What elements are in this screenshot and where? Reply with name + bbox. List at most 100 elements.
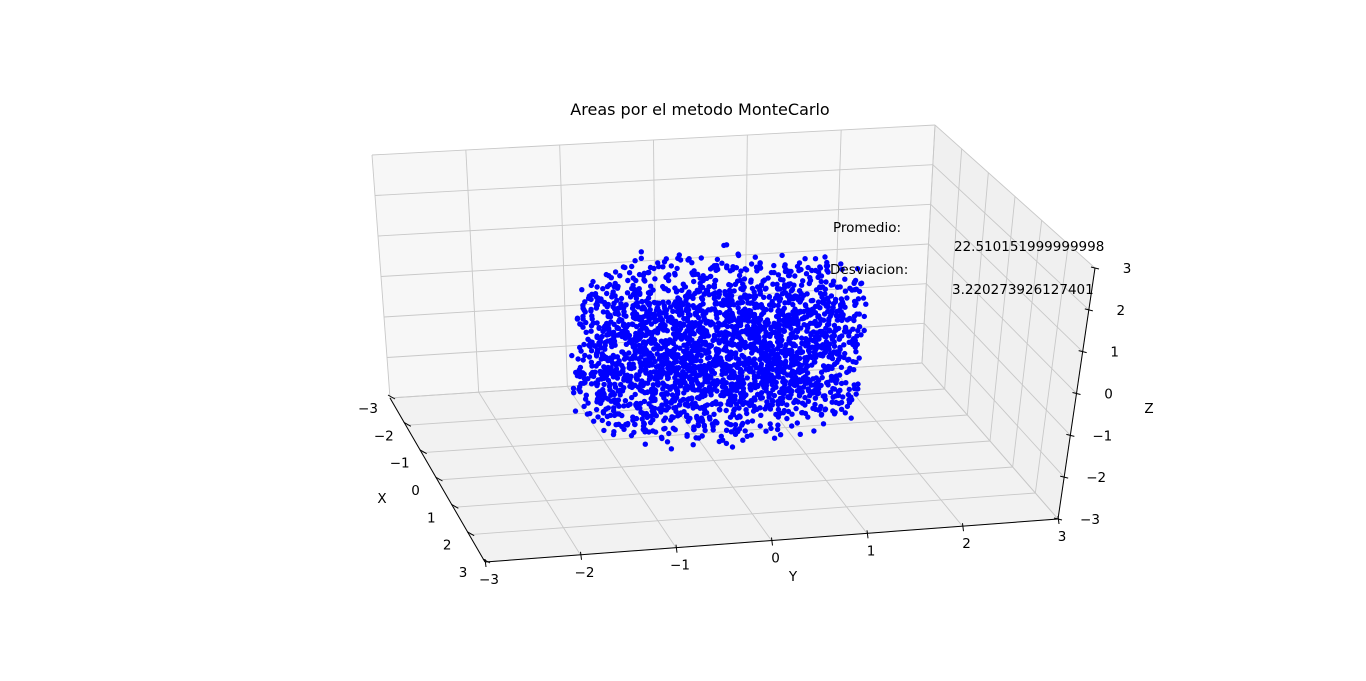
scatter-point bbox=[722, 329, 729, 335]
scatter-point bbox=[829, 374, 836, 380]
z-tick-mark bbox=[1053, 517, 1063, 521]
scatter-point bbox=[831, 361, 838, 367]
scatter-point bbox=[777, 389, 783, 395]
scatter-point bbox=[660, 380, 666, 386]
scatter-point bbox=[714, 420, 720, 426]
scatter-point bbox=[831, 386, 838, 392]
scatter-point bbox=[839, 333, 845, 339]
scatter-point bbox=[579, 287, 585, 293]
scatter-point bbox=[748, 432, 754, 438]
scatter-point bbox=[739, 340, 746, 347]
scatter-point bbox=[698, 368, 704, 375]
z-tick-mark bbox=[1090, 266, 1100, 270]
scatter-point bbox=[581, 341, 587, 348]
scatter-point bbox=[714, 347, 720, 353]
scatter-point bbox=[777, 276, 784, 283]
scatter-point bbox=[727, 287, 733, 293]
scatter-point bbox=[666, 430, 672, 437]
scatter-point bbox=[736, 356, 742, 363]
scatter-point bbox=[651, 346, 657, 352]
scatter-point bbox=[749, 418, 756, 424]
scatter-point bbox=[683, 413, 690, 420]
scatter-point bbox=[614, 297, 620, 303]
scatter-point bbox=[675, 388, 681, 395]
scatter-point bbox=[682, 385, 688, 391]
scatter-point bbox=[704, 375, 710, 381]
scatter-point bbox=[777, 432, 784, 438]
scatter-point bbox=[736, 384, 742, 390]
scatter-point bbox=[739, 299, 746, 305]
scatter-point bbox=[682, 401, 688, 407]
scatter-point bbox=[736, 330, 743, 336]
scatter-point bbox=[600, 286, 606, 292]
scatter-point bbox=[755, 382, 761, 389]
grid-line bbox=[380, 243, 929, 277]
scatter-point bbox=[804, 291, 810, 297]
scatter-point bbox=[665, 375, 671, 382]
scatter-point bbox=[719, 362, 725, 369]
scatter-point bbox=[831, 411, 838, 417]
scatter-point bbox=[663, 313, 670, 320]
scatter-point bbox=[781, 384, 787, 391]
scatter-point bbox=[745, 419, 751, 425]
scatter-point bbox=[678, 410, 684, 416]
scatter-point bbox=[819, 299, 826, 306]
scatter-point bbox=[593, 351, 600, 358]
scatter-point bbox=[830, 281, 836, 288]
scatter-point bbox=[839, 266, 845, 273]
scatter-point bbox=[799, 295, 805, 302]
scatter-point bbox=[764, 403, 770, 409]
scatter-point bbox=[665, 299, 672, 305]
scatter-point bbox=[846, 333, 852, 339]
scatter-point bbox=[799, 367, 805, 374]
scatter-point bbox=[763, 428, 769, 434]
scatter-point bbox=[837, 387, 843, 393]
scatter-point bbox=[802, 394, 808, 401]
scatter-point bbox=[804, 314, 810, 320]
scatter-point bbox=[780, 367, 787, 373]
scatter-point bbox=[697, 275, 703, 281]
scatter-point bbox=[801, 384, 807, 390]
scatter-point bbox=[632, 382, 638, 389]
scatter-point bbox=[851, 317, 857, 324]
scatter-point bbox=[794, 420, 800, 426]
scatter-point bbox=[791, 282, 797, 288]
scatter-point bbox=[621, 321, 627, 327]
scatter-point bbox=[745, 327, 752, 334]
scatter-point bbox=[709, 362, 715, 368]
scatter-point bbox=[641, 277, 647, 283]
scatter-point bbox=[747, 402, 753, 409]
scatter-point bbox=[681, 360, 688, 366]
scatter-point bbox=[731, 288, 737, 294]
scatter-point bbox=[838, 380, 845, 387]
scatter-point bbox=[598, 376, 605, 382]
scatter-point bbox=[645, 338, 652, 344]
y-tick-mark bbox=[484, 558, 487, 568]
scatter-point bbox=[668, 417, 674, 423]
scatter-point bbox=[707, 416, 713, 422]
scatter-point bbox=[654, 300, 660, 306]
scatter-point bbox=[839, 317, 845, 324]
scatter-point bbox=[768, 425, 774, 432]
scatter-point bbox=[619, 333, 625, 340]
scatter-point bbox=[594, 320, 600, 326]
scatter-point bbox=[729, 298, 735, 304]
scatter-point bbox=[610, 289, 616, 295]
scatter-point bbox=[841, 328, 848, 335]
scatter-point bbox=[646, 269, 652, 276]
scatter-point bbox=[805, 363, 811, 369]
scatter-point bbox=[794, 349, 801, 356]
scatter-point bbox=[806, 280, 812, 287]
scatter-point bbox=[786, 394, 792, 401]
x-tick-mark bbox=[466, 531, 475, 537]
scatter-point bbox=[852, 277, 859, 284]
scatter-point bbox=[628, 432, 635, 439]
scatter-point bbox=[615, 332, 621, 338]
scatter-point bbox=[781, 328, 787, 334]
scatter-point bbox=[596, 342, 603, 348]
scatter-point bbox=[730, 341, 736, 347]
scatter-point bbox=[658, 434, 665, 440]
scatter-point bbox=[778, 348, 785, 355]
scatter-point bbox=[801, 322, 807, 328]
